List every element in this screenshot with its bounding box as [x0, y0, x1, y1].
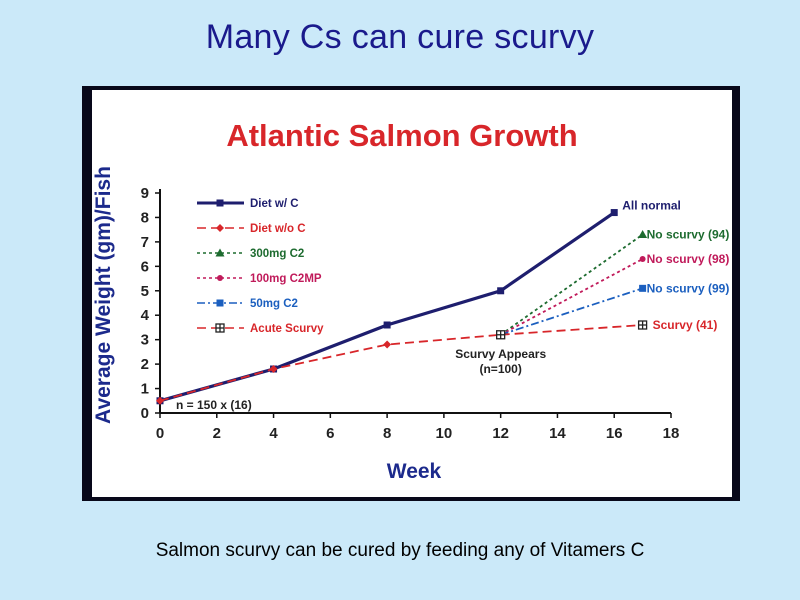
y-axis-label: Average Weight (gm)/Fish [92, 166, 115, 424]
x-axis-label: Week [387, 460, 442, 483]
annotation-label: Scurvy (41) [653, 318, 718, 332]
annotation-label: No scurvy (98) [647, 252, 730, 266]
y-tick-label: 1 [141, 381, 149, 398]
series-line [500, 258, 644, 336]
x-tick-label: 18 [663, 425, 680, 442]
y-tick-label: 4 [141, 307, 150, 324]
legend-label: 100mg C2MP [250, 273, 322, 285]
annotation-label: Scurvy Appears [455, 347, 546, 361]
series-line [500, 324, 643, 336]
x-tick-label: 10 [436, 425, 453, 442]
data-point [269, 365, 278, 373]
x-tick-label: 0 [156, 425, 164, 442]
annotation-label: No scurvy (99) [647, 281, 730, 295]
x-tick-label: 16 [606, 425, 623, 442]
series-line [500, 233, 644, 336]
legend-marker [216, 224, 224, 232]
data-point [637, 320, 648, 330]
slide-title: Many Cs can cure scurvy [205, 18, 595, 56]
legend-marker [217, 275, 223, 281]
x-tick-label: 14 [549, 425, 566, 442]
data-point [383, 321, 391, 329]
slide-caption: Salmon scurvy can be cured by feeding an… [155, 540, 645, 561]
x-tick-label: 8 [383, 425, 391, 442]
y-tick-label: 0 [141, 405, 149, 422]
y-tick-label: 7 [141, 234, 149, 251]
data-point [497, 287, 505, 295]
legend-label: Acute Scurvy [250, 323, 324, 335]
data-point [639, 284, 647, 292]
legend-label: Diet w/ C [250, 198, 299, 210]
x-tick-label: 2 [213, 425, 221, 442]
data-point [638, 230, 648, 239]
data-point [610, 209, 618, 217]
annotation-label: All normal [622, 199, 681, 213]
y-tick-label: 6 [141, 258, 149, 275]
chart-title: Atlantic Salmon Growth [226, 118, 577, 153]
series-line [159, 211, 616, 403]
data-point [156, 396, 164, 405]
series-line [159, 333, 501, 402]
legend-marker [215, 323, 225, 333]
series-line [500, 287, 643, 336]
y-tick-label: 8 [141, 209, 149, 226]
annotation-label: (n=100) [479, 362, 521, 376]
data-point [496, 330, 506, 340]
legend-label: 50mg C2 [250, 298, 298, 310]
data-point [639, 256, 646, 262]
legend-marker [216, 199, 224, 207]
legend-label: Diet w/o C [250, 223, 306, 235]
annotation-label: No scurvy (94) [647, 228, 730, 242]
legend-marker [216, 299, 224, 307]
y-tick-label: 5 [141, 283, 149, 300]
x-tick-label: 12 [492, 425, 509, 442]
chart-photo-frame: Atlantic Salmon Growth Average Weight (g… [82, 86, 740, 501]
legend-marker [215, 248, 225, 257]
x-tick-label: 4 [269, 425, 278, 442]
y-tick-label: 3 [141, 332, 149, 349]
y-tick-label: 9 [141, 185, 149, 202]
x-tick-label: 6 [326, 425, 334, 442]
legend-label: 300mg C2 [250, 248, 304, 260]
data-point [383, 340, 392, 349]
salmon-growth-chart: Atlantic Salmon Growth Average Weight (g… [92, 118, 730, 483]
y-tick-label: 2 [141, 356, 149, 373]
chart-photo: Atlantic Salmon Growth Average Weight (g… [92, 90, 732, 497]
annotation-label: n = 150 x (16) [176, 398, 252, 412]
